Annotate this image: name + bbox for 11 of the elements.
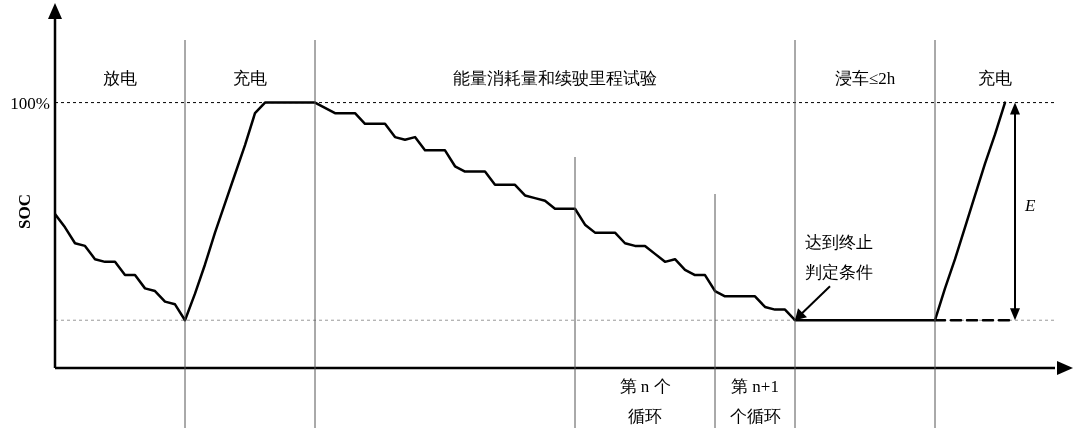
text: 第 n 个循环 <box>618 376 672 428</box>
annotation: E <box>1024 196 1036 216</box>
text: 浸车≤2h <box>834 68 896 90</box>
text: 放电 <box>103 68 137 90</box>
text: 充电 <box>233 68 267 90</box>
annotation: 达到终止判定条件 <box>805 232 874 285</box>
text: 第 n+1 个循环 <box>728 376 782 428</box>
y-axis-title: SOC <box>15 194 34 229</box>
text: 充电 <box>978 68 1012 90</box>
ref-line-label: 100% <box>10 93 50 113</box>
text: 能量消耗量和续驶里程试验 <box>453 68 657 90</box>
